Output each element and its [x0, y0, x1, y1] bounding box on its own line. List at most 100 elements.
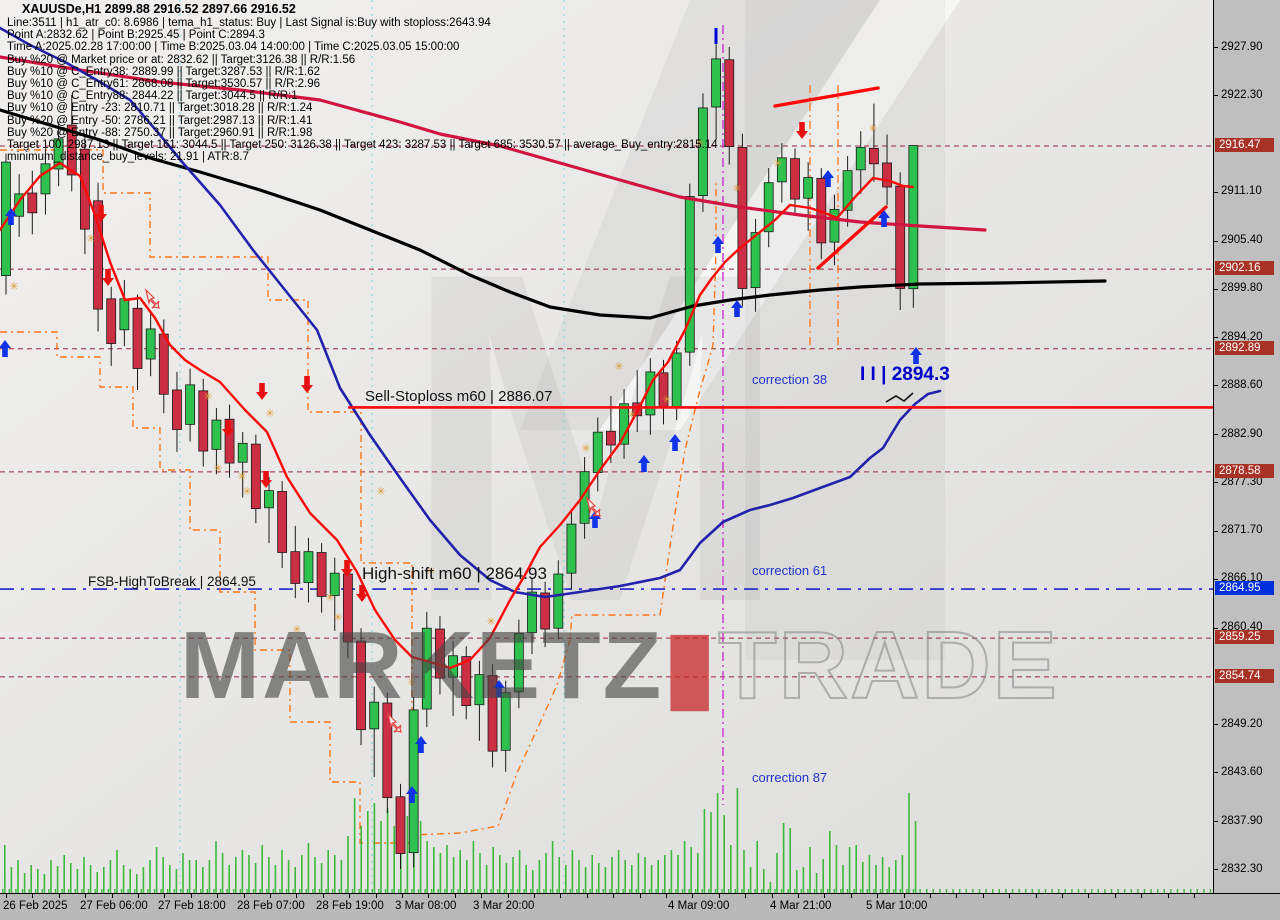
- candlestick[interactable]: [198, 390, 209, 452]
- candlestick[interactable]: [369, 701, 380, 730]
- price-axis[interactable]: 2927.90 2922.30 2911.10 2905.40 2899.80 2894.…: [1213, 0, 1280, 920]
- candlestick[interactable]: [172, 389, 182, 430]
- candlestick[interactable]: [27, 192, 38, 214]
- axis-tick-green: [965, 889, 967, 893]
- star-marker-icon: ✳: [581, 443, 590, 455]
- candlestick[interactable]: [500, 692, 511, 751]
- candlestick[interactable]: [671, 352, 682, 408]
- candlestick[interactable]: [408, 709, 419, 854]
- candlestick[interactable]: [750, 232, 761, 289]
- candlestick[interactable]: [737, 147, 748, 289]
- candlestick[interactable]: [40, 163, 51, 195]
- axis-tick-green: [701, 889, 703, 893]
- candlestick[interactable]: [619, 403, 629, 445]
- candlestick[interactable]: [711, 58, 721, 108]
- candlestick[interactable]: [855, 147, 866, 171]
- volume-bar: [221, 853, 224, 893]
- candlestick[interactable]: [540, 592, 551, 630]
- candlestick[interactable]: [316, 552, 327, 597]
- candlestick[interactable]: [211, 419, 222, 450]
- axis-tick-green: [101, 889, 103, 893]
- candlestick[interactable]: [763, 182, 774, 233]
- candlestick[interactable]: [908, 145, 919, 290]
- candlestick[interactable]: [93, 200, 103, 310]
- axis-tick-green: [444, 889, 446, 893]
- candlestick[interactable]: [106, 298, 117, 344]
- volume-bar: [70, 863, 72, 893]
- candlestick[interactable]: [250, 443, 261, 510]
- candlestick[interactable]: [14, 193, 25, 217]
- candlestick[interactable]: [329, 572, 340, 596]
- candlestick[interactable]: [119, 298, 130, 331]
- candlestick[interactable]: [684, 196, 695, 353]
- axis-tick-green: [2, 889, 4, 893]
- trend-channel-line[interactable]: [773, 86, 880, 108]
- candlestick[interactable]: [303, 551, 314, 584]
- candlestick[interactable]: [513, 632, 524, 693]
- candlestick[interactable]: [724, 59, 735, 148]
- current-leg-tick: [885, 392, 914, 403]
- axis-tick-green: [54, 889, 57, 893]
- volume-bar: [683, 841, 686, 893]
- candlestick[interactable]: [290, 551, 301, 584]
- star-marker-icon: ✳: [407, 677, 416, 689]
- trend-channel-line[interactable]: [816, 205, 888, 270]
- time-axis[interactable]: 26 Feb 2025 27 Feb 06:00 27 Feb 18:00 28 Fe…: [0, 893, 1280, 920]
- candlestick[interactable]: [382, 702, 393, 799]
- axis-tick-green: [1104, 889, 1106, 893]
- axis-tick-green: [787, 889, 789, 893]
- candlestick[interactable]: [895, 185, 906, 289]
- candlestick[interactable]: [882, 162, 892, 188]
- chart-canvas[interactable]: M✳✳✳✳✳✳✳✳✳✳✳✳✳✳✳✳✳✳✳✳✳✳: [0, 0, 1213, 893]
- candlestick[interactable]: [829, 208, 840, 243]
- candlestick[interactable]: [606, 430, 616, 446]
- candlestick[interactable]: [698, 107, 708, 197]
- candlestick[interactable]: [53, 138, 64, 170]
- axis-tick-green: [840, 889, 842, 893]
- candlestick[interactable]: [145, 328, 156, 360]
- candlestick[interactable]: [579, 471, 590, 524]
- candlestick[interactable]: [158, 333, 169, 395]
- time-tick: [32, 894, 34, 898]
- volume-bar: [195, 860, 197, 893]
- candlestick[interactable]: [869, 147, 879, 165]
- candlestick[interactable]: [842, 170, 853, 211]
- candlestick[interactable]: [790, 158, 800, 200]
- candlestick[interactable]: [435, 628, 445, 679]
- volume-bar: [631, 865, 633, 893]
- candlestick[interactable]: [776, 157, 787, 183]
- candlestick[interactable]: [553, 573, 564, 629]
- axis-tick-green: [912, 889, 915, 893]
- candlestick[interactable]: [487, 675, 498, 752]
- candlestick[interactable]: [237, 442, 248, 463]
- candlestick[interactable]: [395, 796, 406, 854]
- candlestick[interactable]: [264, 490, 274, 509]
- candlestick[interactable]: [421, 627, 432, 710]
- axis-tick-green: [959, 889, 961, 893]
- candlestick[interactable]: [224, 418, 235, 464]
- price-tick: [1214, 869, 1218, 871]
- volume-bar: [373, 803, 376, 893]
- candlestick[interactable]: [474, 674, 485, 706]
- candlestick[interactable]: [592, 431, 603, 473]
- axis-tick-green: [642, 889, 644, 893]
- candlestick[interactable]: [566, 523, 577, 574]
- axis-tick-green: [365, 889, 367, 893]
- axis-tick-green: [61, 889, 63, 893]
- candlestick[interactable]: [185, 384, 196, 425]
- candlestick[interactable]: [356, 640, 366, 731]
- price-badge: 2859.25: [1215, 630, 1274, 645]
- candlestick[interactable]: [461, 656, 472, 707]
- candlestick[interactable]: [527, 591, 537, 633]
- candlestick[interactable]: [66, 124, 77, 176]
- candlestick[interactable]: [277, 491, 288, 553]
- axis-tick-green: [589, 889, 591, 893]
- axis-tick-green: [1097, 889, 1099, 893]
- volume-bar: [439, 853, 442, 893]
- time-tick: [903, 894, 905, 898]
- candlestick[interactable]: [342, 573, 353, 643]
- exit-arrow-icon: [144, 288, 160, 309]
- candlestick[interactable]: [803, 177, 814, 199]
- candlestick[interactable]: [132, 307, 143, 369]
- volume-bar: [749, 867, 752, 893]
